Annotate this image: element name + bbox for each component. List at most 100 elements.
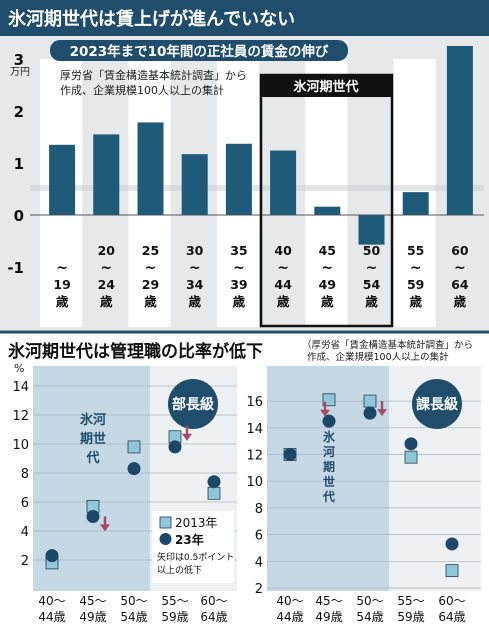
figure1-bar <box>314 206 341 215</box>
legend-circle-label: 23年 <box>175 532 204 547</box>
figure2-source: （厚労省「賃金構造基本統計調査」から 作成、企業規模100人以上の集計 <box>302 339 473 363</box>
y-tick-label: 2 <box>255 582 263 597</box>
y-tick-label: 4 <box>255 555 263 570</box>
legend-square-label: 2013年 <box>175 516 218 530</box>
category-label-line2: 49歳 <box>315 610 342 624</box>
y-tick-label: 8 <box>21 467 29 482</box>
circle-23 <box>404 437 418 451</box>
figure1-category-label: 24 <box>98 277 116 292</box>
y-tick-label: 16 <box>246 395 263 410</box>
category-label-line2: 44歳 <box>38 610 65 624</box>
figure2-title: 氷河期世代は管理職の比率が低下 <box>8 341 263 362</box>
legend-note-line1: 矢印は0.5ポイント <box>157 551 234 563</box>
y-tick-label: 10 <box>12 438 29 453</box>
figure1-highlight-tab <box>261 75 392 97</box>
figure1-category-label: 40 <box>274 243 292 258</box>
category-label-line1: 50～ <box>356 594 383 608</box>
figure1-category-label: 歳 <box>188 294 201 309</box>
y-tick-label: 6 <box>21 496 29 511</box>
figure1-shade-band <box>30 185 484 191</box>
figure1-category-label: 歳 <box>454 294 467 309</box>
figure1-category-label: ~ <box>454 260 466 276</box>
category-label-line2: 59歳 <box>161 610 188 624</box>
figure1-category-label: 歳 <box>56 294 69 309</box>
figure1-category-label: ~ <box>410 260 422 276</box>
circle-23 <box>86 510 100 523</box>
figure1-bar <box>446 46 473 215</box>
figure1-category-label: ~ <box>189 260 201 276</box>
figure1-category-label: 30 <box>186 243 204 258</box>
figure1-category-label: 55 <box>407 243 424 258</box>
decline-arrow-head <box>377 409 387 417</box>
figure2-source-line1: （厚労省「賃金構造基本統計調査」から <box>302 339 473 351</box>
decline-arrow-head <box>320 409 330 417</box>
y-tick-label: 8 <box>255 502 263 517</box>
figure1-category-label: 44 <box>274 277 292 292</box>
category-label-line2: 54歳 <box>356 610 383 624</box>
category-label-line2: 54歳 <box>120 610 147 624</box>
scatter-buchou-vertical-label: 氷河 期世 代 <box>80 412 106 466</box>
figure1-category-labels: ~19 歳 20 ~24 歳 25 ~29 歳 30 ~34 歳 35 ~39 歳 40 ~44 歳 45 ~49 歳… <box>53 243 468 309</box>
circle-23 <box>322 414 336 428</box>
scatter-kachou-vlabel-4: 世 <box>323 474 335 489</box>
figure1-y-axis: -1 0 1 2 3 <box>7 51 24 277</box>
figure1-category-label: 49 <box>319 277 336 292</box>
figure1-stripe <box>393 37 436 327</box>
figure1-bars <box>49 46 473 245</box>
scatter-kachou-vlabel-3: 期 <box>323 459 335 474</box>
scatter-buchou-badge <box>168 379 218 429</box>
circle-23 <box>363 406 377 420</box>
category-label-line1: 60～ <box>438 594 465 608</box>
category-label-line1: 45～ <box>315 594 342 608</box>
scatter-buchou-vlabel-3: 代 <box>85 450 99 466</box>
category-label-line1: 40～ <box>276 594 303 608</box>
scatter-kachou-vlabel-1: 氷 <box>322 429 336 444</box>
figure1-y-tick: 2 <box>14 103 24 121</box>
figure1-category-label: 64 <box>451 277 469 292</box>
figure1-source: 厚労省「賃金構造基本統計調査」から 作成、企業規模100人以上の集計 <box>60 68 247 97</box>
category-label-line1: 45～ <box>79 594 106 608</box>
legend-square-marker <box>159 516 172 529</box>
square-2013 <box>207 486 221 500</box>
circle-23 <box>283 448 297 461</box>
y-tick-label: 4 <box>21 525 29 540</box>
figure1-bar <box>358 215 385 245</box>
figure1-category-label: 歳 <box>365 294 378 309</box>
y-tick-label: 12 <box>12 409 29 424</box>
figure1-category-label: ~ <box>366 260 378 276</box>
scatter-buchou-y-unit: % <box>14 362 24 375</box>
figure1-category-label: 59 <box>407 277 424 292</box>
figure1-category-label: 45 <box>319 243 336 258</box>
legend-note-line2: 以上の低下 <box>157 564 202 576</box>
figure1-category-label: 25 <box>142 243 159 258</box>
y-tick-label: 10 <box>246 475 263 490</box>
figure1-subtitle-box <box>50 40 348 61</box>
y-tick-label: 2 <box>21 554 29 569</box>
scatter-buchou: 2 4 6 8 10 12 14 氷河 期世 代 部長級 40～ 44歳 45～ 49歳 50～ 54… <box>12 362 237 624</box>
figure1-category-label: 歳 <box>144 294 157 309</box>
figure1-bar <box>93 134 120 215</box>
scatter-kachou: 2 4 6 8 10 12 14 16 氷 河 期 世 代 課長級 40～ 44歳 45～ 49歳 5… <box>246 366 481 624</box>
y-tick-label: 14 <box>12 380 29 395</box>
scatter-buchou-vlabel-1: 氷河 <box>80 412 106 428</box>
figure1-bar <box>49 144 76 215</box>
scatter-buchou-marks <box>45 425 221 570</box>
category-label-line1: 60～ <box>200 594 227 608</box>
figure1-category-label: 29 <box>142 277 159 292</box>
figure1-category-label: 歳 <box>100 294 113 309</box>
figure1-category-label: 歳 <box>277 294 290 309</box>
figure1-category-label: ~ <box>233 260 245 276</box>
legend-circle-marker <box>159 533 172 545</box>
category-label-line1: 55～ <box>397 594 424 608</box>
figure1-category-label: ~ <box>321 260 333 276</box>
y-tick-label: 12 <box>246 449 263 464</box>
figure1-category-label: 39 <box>230 277 247 292</box>
square-2013 <box>404 450 418 464</box>
scatter-kachou-grid: 2 4 6 8 10 12 14 16 <box>246 395 481 597</box>
figure1-category-label: ~ <box>56 260 68 276</box>
figure1-category-label: 34 <box>186 277 204 292</box>
category-label-line2: 64歳 <box>438 610 465 624</box>
square-2013 <box>445 564 459 578</box>
figure1-category-label: ~ <box>277 260 289 276</box>
